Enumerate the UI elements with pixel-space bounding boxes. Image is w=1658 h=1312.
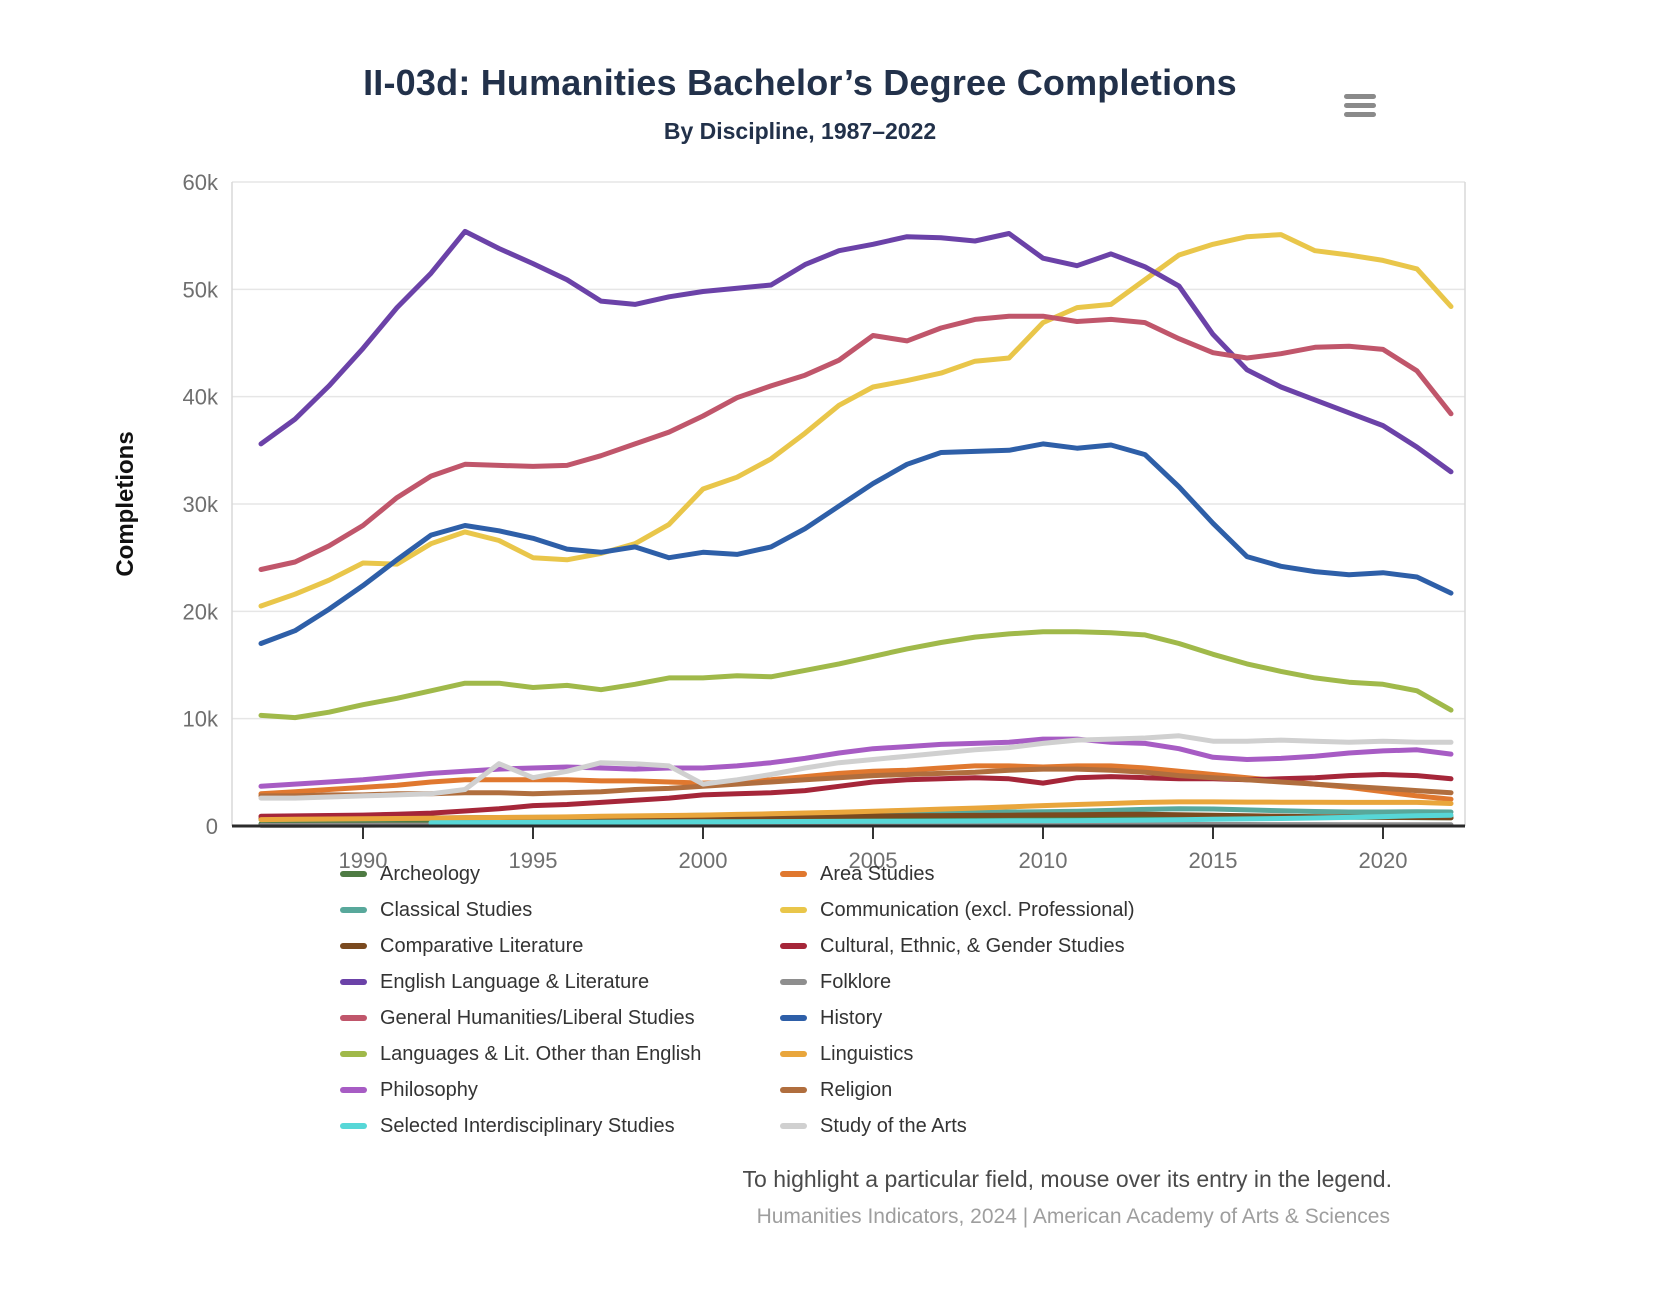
legend-label: General Humanities/Liberal Studies: [380, 1006, 695, 1029]
legend-item-comparative-literature[interactable]: Comparative Literature: [340, 928, 780, 964]
y-tick-label: 60k: [183, 170, 219, 195]
series-line-philosophy[interactable]: [258, 736, 1454, 789]
legend-item-general-humanities-liberal-studies[interactable]: General Humanities/Liberal Studies: [340, 1000, 780, 1036]
legend-swatch-folklore: [780, 979, 807, 985]
legend-label: English Language & Literature: [380, 970, 650, 993]
legend-item-cultural-ethnic-gender-studies[interactable]: Cultural, Ethnic, & Gender Studies: [780, 928, 1420, 964]
legend-label: Cultural, Ethnic, & Gender Studies: [820, 934, 1125, 957]
legend-item-english-language-literature[interactable]: English Language & Literature: [340, 964, 780, 1000]
legend-item-religion[interactable]: Religion: [780, 1072, 1420, 1108]
legend-item-area-studies[interactable]: Area Studies: [780, 856, 1420, 892]
legend-swatch-philosophy: [340, 1087, 367, 1093]
legend-item-philosophy[interactable]: Philosophy: [340, 1072, 780, 1108]
legend-item-languages-lit-other-than-english[interactable]: Languages & Lit. Other than English: [340, 1036, 780, 1072]
page-subtitle: By Discipline, 1987–2022: [663, 118, 937, 144]
legend-label: Archeology: [380, 862, 481, 885]
series-line-selected-interdisciplinary-studies[interactable]: [428, 812, 1454, 826]
legend-swatch-history: [780, 1015, 807, 1021]
y-axis-title: Completions: [112, 431, 139, 577]
legend-label: Folklore: [820, 970, 892, 993]
y-tick-label: 40k: [183, 385, 219, 410]
series-line-history[interactable]: [258, 441, 1454, 646]
legend-item-archeology[interactable]: Archeology: [340, 856, 780, 892]
legend-swatch-languages-lit-other-than-english: [340, 1051, 367, 1057]
series-line-religion[interactable]: [258, 766, 1454, 799]
legend-swatch-archeology: [340, 871, 367, 877]
y-tick-label: 30k: [183, 492, 219, 517]
legend-label: Languages & Lit. Other than English: [380, 1042, 702, 1065]
chart-legend: Archeology Area Studies Classical Studies C…: [340, 856, 1420, 1144]
legend-label: Area Studies: [820, 862, 935, 885]
legend-label: Communication (excl. Professional): [820, 898, 1135, 921]
legend-item-selected-interdisciplinary-studies[interactable]: Selected Interdisciplinary Studies: [340, 1108, 780, 1144]
legend-label: Classical Studies: [380, 898, 533, 921]
legend-swatch-study-of-the-arts: [780, 1123, 807, 1129]
y-tick-label: 20k: [183, 599, 219, 624]
legend-swatch-selected-interdisciplinary-studies: [340, 1123, 367, 1129]
x-tick-label: 2000: [679, 848, 728, 873]
x-tick-label: 1995: [509, 848, 558, 873]
source-credits: Humanities Indicators, 2024 | American A…: [756, 1205, 1390, 1228]
legend-swatch-communication-excl-professional: [780, 907, 807, 913]
legend-swatch-religion: [780, 1087, 807, 1093]
y-tick-label: 10k: [183, 707, 219, 732]
series-line-languages-lit-other-than-english[interactable]: [258, 629, 1454, 721]
hamburger-menu-icon[interactable]: [1344, 94, 1376, 121]
legend-hint-text: To highlight a particular field, mouse o…: [742, 1166, 1392, 1192]
legend-item-linguistics[interactable]: Linguistics: [780, 1036, 1420, 1072]
x-tick-label: 2015: [1189, 848, 1238, 873]
legend-swatch-area-studies: [780, 871, 807, 877]
chart-header: II-03d: Humanities Bachelor’s Degree Com…: [0, 62, 1600, 145]
legend-label: Study of the Arts: [820, 1114, 967, 1137]
page-title: II-03d: Humanities Bachelor’s Degree Com…: [363, 62, 1237, 103]
x-tick-label: 2010: [1019, 848, 1068, 873]
legend-swatch-classical-studies: [340, 907, 367, 913]
x-tick-label: 2005: [849, 848, 898, 873]
line-chart-plot: 0 10k 20k 30k 40k 50k 60k 1990 1995 2000 2005 2010 2…: [183, 170, 1466, 873]
legend-item-study-of-the-arts[interactable]: Study of the Arts: [780, 1108, 1420, 1144]
legend-swatch-english-language-literature: [340, 979, 367, 985]
legend-label: History: [820, 1006, 883, 1029]
legend-item-history[interactable]: History: [780, 1000, 1420, 1036]
series-line-study-of-the-arts[interactable]: [258, 733, 1454, 801]
x-tick-label: 1990: [339, 848, 388, 873]
legend-item-folklore[interactable]: Folklore: [780, 964, 1420, 1000]
series-line-english-language-literature[interactable]: [258, 228, 1454, 475]
x-tick-label: 2020: [1359, 848, 1408, 873]
y-tick-label: 50k: [183, 277, 219, 302]
legend-swatch-linguistics: [780, 1051, 807, 1057]
legend-item-communication-excl-professional[interactable]: Communication (excl. Professional): [780, 892, 1420, 928]
legend-label: Comparative Literature: [380, 934, 584, 957]
legend-swatch-general-humanities-liberal-studies: [340, 1015, 367, 1021]
legend-swatch-cultural-ethnic-gender-studies: [780, 943, 807, 949]
legend-item-classical-studies[interactable]: Classical Studies: [340, 892, 780, 928]
series-line-communication-excl-professional[interactable]: [258, 232, 1454, 609]
legend-label: Philosophy: [380, 1078, 478, 1101]
y-tick-label: 0: [206, 814, 218, 839]
legend-label: Linguistics: [820, 1042, 914, 1065]
series-line-general-humanities-liberal-studies[interactable]: [258, 313, 1454, 572]
legend-label: Selected Interdisciplinary Studies: [380, 1114, 675, 1137]
legend-label: Religion: [820, 1078, 893, 1101]
series-line-linguistics[interactable]: [258, 799, 1454, 823]
legend-swatch-comparative-literature: [340, 943, 367, 949]
